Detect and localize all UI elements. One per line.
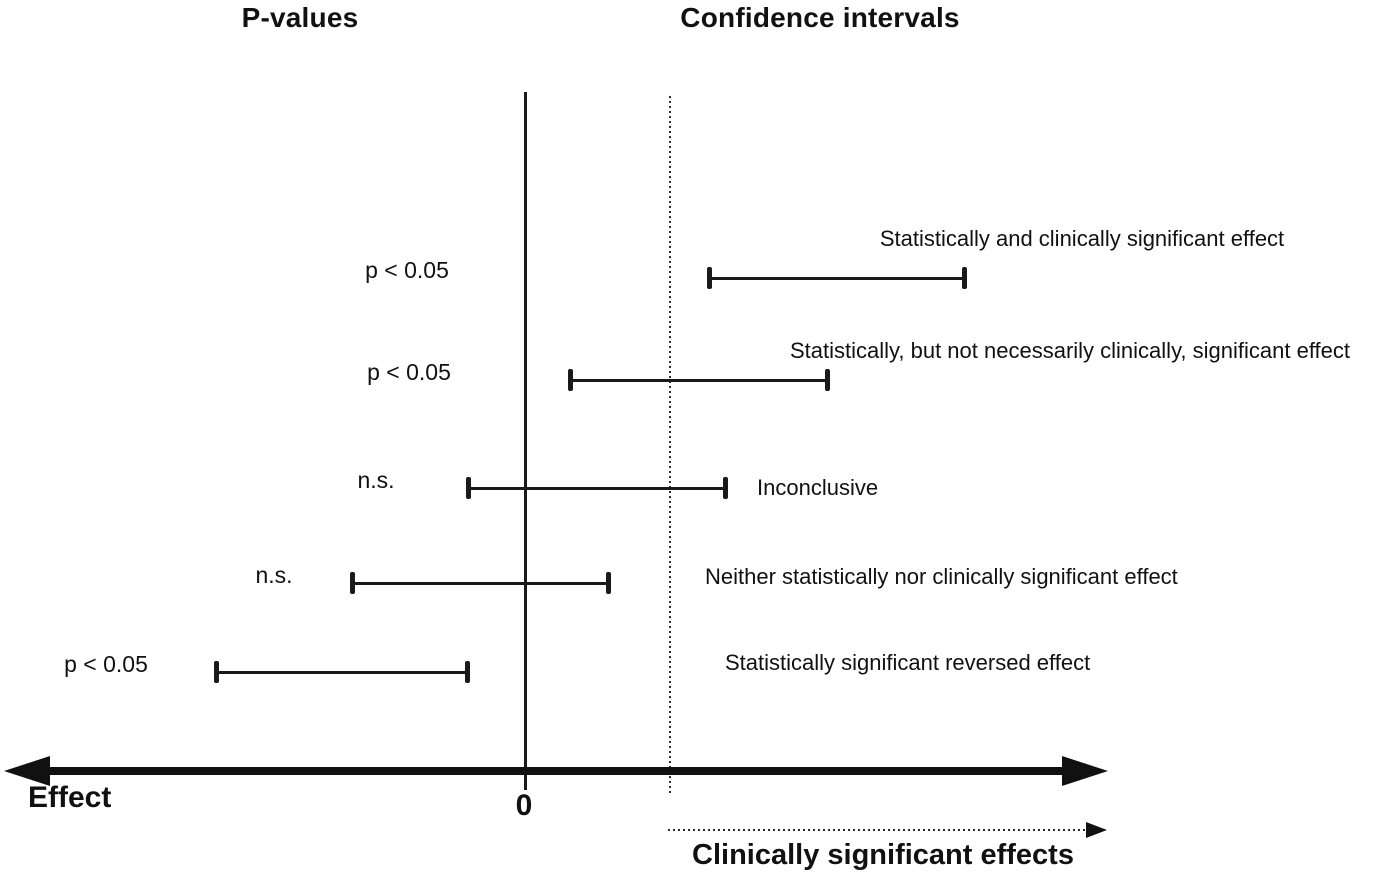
effect-axis-left-arrowhead <box>4 756 50 786</box>
clinical-effects-arrowhead <box>1086 822 1107 838</box>
zero-effect-reference-line <box>524 92 527 790</box>
ci-cap-right <box>824 369 830 391</box>
ci-cap-left <box>350 572 356 594</box>
p-value-label: p < 0.05 <box>367 359 451 385</box>
p-value-label: p < 0.05 <box>365 257 449 283</box>
row-annotation: Statistically, but not necessarily clini… <box>789 338 1351 363</box>
row-annotation: Inconclusive <box>757 475 879 500</box>
zero-tick-label: 0 <box>515 789 533 822</box>
clinical-effects-arrow-line <box>668 829 1088 831</box>
confidence-intervals-column-header: Confidence intervals <box>680 2 960 33</box>
pvalues-column-header: P-values <box>241 2 359 33</box>
ci-cap-left <box>567 369 573 391</box>
ci-bar-line <box>352 582 609 585</box>
ci-cap-right <box>723 477 729 499</box>
ci-bar-line <box>468 487 726 490</box>
ci-bar-line <box>709 277 965 280</box>
ci-cap-right <box>605 572 611 594</box>
effect-axis-line <box>38 767 1068 775</box>
ci-cap-right <box>962 267 968 289</box>
ci-cap-right <box>465 661 470 683</box>
effect-axis-right-arrowhead <box>1062 756 1108 786</box>
ci-cap-left <box>214 661 220 683</box>
ci-bar-line <box>570 379 828 382</box>
p-value-label: n.s. <box>357 467 395 493</box>
ci-cap-left <box>466 477 472 499</box>
p-value-label: n.s. <box>255 562 293 588</box>
effect-axis-label: Effect <box>28 781 112 814</box>
p-value-label: p < 0.05 <box>64 651 148 677</box>
row-annotation: Statistically significant reversed effec… <box>725 650 1091 675</box>
ci-bar-line <box>216 671 468 674</box>
row-annotation: Statistically and clinically significant… <box>879 226 1285 251</box>
ci-cap-left <box>707 267 713 289</box>
clinical-effects-label: Clinically significant effects <box>692 839 1074 871</box>
clinical-threshold-reference-line <box>669 96 671 795</box>
row-annotation: Neither statistically nor clinically sig… <box>705 564 1178 589</box>
